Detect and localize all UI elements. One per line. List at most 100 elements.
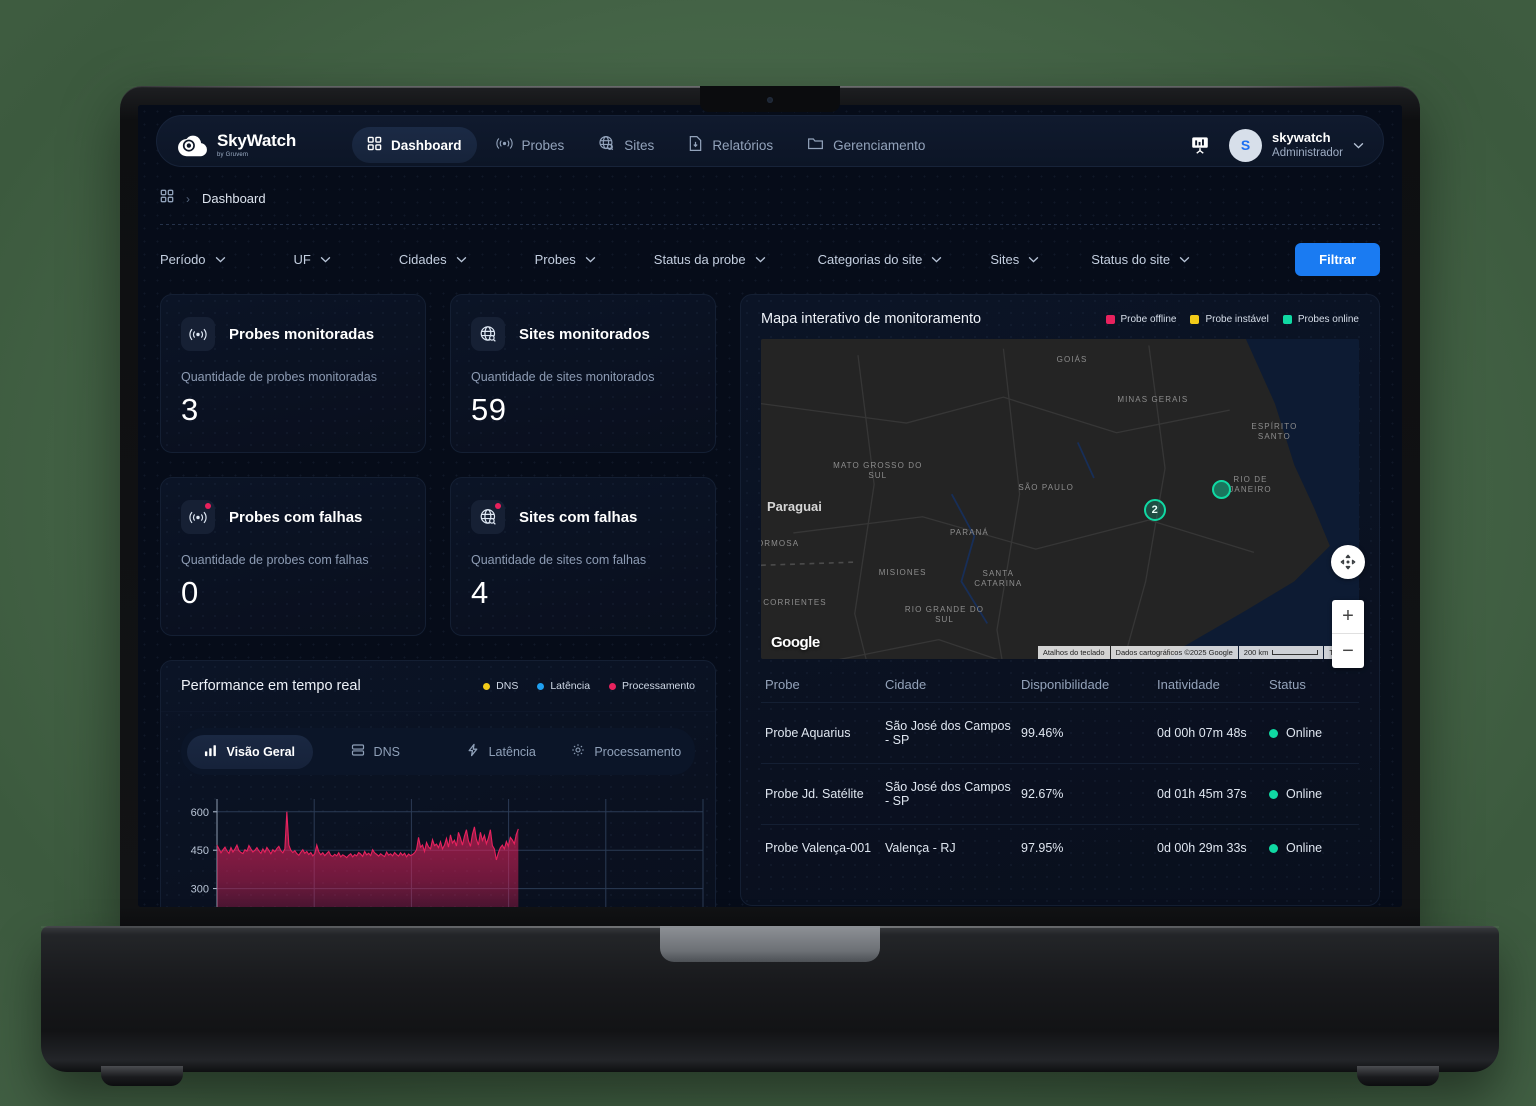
interactive-map[interactable]: GOIÁS MINAS GERAIS ESPÍRITO SANTO MATO G… xyxy=(761,339,1359,659)
cell-status: Online xyxy=(1286,726,1323,740)
filter-cidades[interactable]: Cidades xyxy=(399,252,467,267)
chevron-down-icon xyxy=(320,256,331,263)
folder-icon xyxy=(807,136,824,154)
grid-icon xyxy=(367,136,382,154)
legend-label: Probes online xyxy=(1297,313,1359,325)
kpi-card-sites-com-falhas[interactable]: Sites com falhas Quantidade de sites com… xyxy=(450,477,716,636)
tab-latencia[interactable]: Latência xyxy=(438,734,564,769)
tab-visao-geral[interactable]: Visão Geral xyxy=(187,734,313,769)
kpi-subtitle: Quantidade de probes com falhas xyxy=(181,553,369,567)
tab-processamento[interactable]: Processamento xyxy=(564,734,690,769)
brand-logo[interactable]: SkyWatch by Gruvem xyxy=(178,132,326,158)
chevron-down-icon xyxy=(755,256,765,263)
filter-uf[interactable]: UF xyxy=(294,252,331,267)
breadcrumb-label[interactable]: Dashboard xyxy=(202,191,266,206)
kpi-card-probes-com-falhas[interactable]: Probes com falhas Quantidade de probes c… xyxy=(160,477,426,636)
cell-cidade: São José dos Campos - SP xyxy=(885,719,1011,747)
kpi-value: 59 xyxy=(471,392,507,427)
filter-label: Sites xyxy=(990,252,1020,267)
user-menu[interactable]: S skywatch Administrador xyxy=(1229,128,1364,162)
nav-item-sites[interactable]: Sites xyxy=(583,126,669,164)
kpi-card-sites-monitorados[interactable]: Sites monitorados Quantidade de sites mo… xyxy=(450,294,716,453)
tab-label: Visão Geral xyxy=(226,744,296,759)
filter-label: Categorias do site xyxy=(817,252,923,267)
map-recenter-control[interactable] xyxy=(1331,545,1365,579)
filter-status-do-site[interactable]: Status do site xyxy=(1091,252,1190,267)
filter-sites[interactable]: Sites xyxy=(990,252,1039,267)
nav-label-relatorios: Relatórios xyxy=(712,137,774,153)
laptop-base xyxy=(41,926,1499,1086)
header-divider xyxy=(160,224,1380,225)
filter-label: Probes xyxy=(534,252,576,267)
table-row[interactable]: Probe Jd. Satélite São José dos Campos -… xyxy=(761,763,1359,824)
filter-probes[interactable]: Probes xyxy=(535,252,596,267)
zoom-in-button[interactable]: + xyxy=(1332,600,1364,634)
map-keyboard-shortcuts[interactable]: Atalhos do teclado xyxy=(1037,646,1110,659)
left-column: Probes monitoradas Quantidade de probes … xyxy=(160,294,716,907)
filter-status-da-probe[interactable]: Status da probe xyxy=(654,252,766,267)
cell-disponibilidade: 92.67% xyxy=(1021,787,1064,801)
table-row[interactable]: Probe Aquarius São José dos Campos - SP … xyxy=(761,702,1359,763)
kpi-subtitle: Quantidade de probes monitoradas xyxy=(181,370,377,384)
column-header-cidade: Cidade xyxy=(885,677,927,692)
kpi-subtitle: Quantidade de sites monitorados xyxy=(471,370,655,384)
file-download-icon xyxy=(688,135,703,155)
nav-item-dashboard[interactable]: Dashboard xyxy=(352,127,477,163)
brand-name: SkyWatch xyxy=(217,131,297,150)
map-legend-probes-online: Probes online xyxy=(1282,313,1359,325)
map-label-santa-catarina: SANTA CATARINA xyxy=(974,569,1023,589)
filter-categorias-do-site[interactable]: Categorias do site xyxy=(818,252,943,267)
nav-item-gerenciamento[interactable]: Gerenciamento xyxy=(792,127,940,163)
top-navigation: SkyWatch by Gruvem Da xyxy=(138,105,1402,175)
map-label-misiones: MISIONES xyxy=(878,567,927,577)
nav-label-probes: Probes xyxy=(521,137,565,153)
signal-icon xyxy=(181,500,215,534)
grid-icon[interactable] xyxy=(160,189,174,208)
map-legend: Probe offline Probe instável Probes onli… xyxy=(1105,313,1359,325)
signal-icon xyxy=(495,136,513,154)
zoom-out-button[interactable]: − xyxy=(1342,639,1354,662)
map-zoom-controls[interactable]: + − xyxy=(1332,600,1364,668)
tab-dns[interactable]: DNS xyxy=(313,734,439,769)
nav-item-probes[interactable]: Probes xyxy=(481,127,580,163)
webcam-icon xyxy=(767,97,773,103)
right-column: Mapa interativo de monitoramento Probe o… xyxy=(740,294,1380,907)
app-root: SkyWatch by Gruvem Da xyxy=(138,105,1402,907)
filter-label: Status do site xyxy=(1091,252,1171,267)
kpi-title: Sites monitorados xyxy=(519,325,650,343)
map-marker-probe-online[interactable] xyxy=(1212,479,1232,499)
nav-item-relatorios[interactable]: Relatórios xyxy=(673,126,788,164)
laptop-screen: SkyWatch by Gruvem Da xyxy=(138,105,1402,907)
map-label-ormosa: ORMOSA xyxy=(761,539,800,548)
kpi-value: 4 xyxy=(471,575,489,610)
webcam-notch xyxy=(700,86,840,112)
probes-table: Probe Cidade Disponibilidade Inatividade… xyxy=(741,659,1379,871)
map-label-parana: PARANÁ xyxy=(949,527,989,537)
filtrar-button[interactable]: Filtrar xyxy=(1295,243,1380,276)
status-dot-icon xyxy=(1269,843,1278,853)
nav-label-gerenciamento: Gerenciamento xyxy=(833,137,926,153)
filter-label: Cidades xyxy=(398,252,447,267)
chevron-down-icon xyxy=(1028,256,1039,263)
skywatch-cloud-eye-icon xyxy=(178,132,208,158)
map-label-espirito-santo: ESPÍRITO SANTO xyxy=(1251,422,1298,442)
tab-label: DNS xyxy=(373,744,400,759)
performance-legend: DNS Latência Processamento xyxy=(483,680,695,692)
map-marker-cluster[interactable]: 2 xyxy=(1143,499,1166,521)
kpi-card-probes-monitoradas[interactable]: Probes monitoradas Quantidade de probes … xyxy=(160,294,426,453)
recenter-icon[interactable] xyxy=(1331,545,1365,579)
chevron-down-icon xyxy=(1353,136,1364,154)
svg-text:600: 600 xyxy=(191,807,209,819)
laptop-foot-left xyxy=(101,1066,183,1086)
breadcrumb: › Dashboard xyxy=(138,175,1402,208)
kpi-value: 3 xyxy=(181,392,199,427)
column-header-status: Status xyxy=(1269,677,1306,692)
bolt-icon xyxy=(466,743,480,760)
legend-label: Latência xyxy=(550,680,591,692)
presentation-chart-icon[interactable] xyxy=(1189,134,1211,156)
kpi-title: Probes com falhas xyxy=(229,508,363,526)
cell-probe: Probe Aquarius xyxy=(765,726,851,740)
legend-label: Probe instável xyxy=(1205,313,1269,325)
filter-periodo[interactable]: Período xyxy=(160,252,226,267)
table-row[interactable]: Probe Valença-001 Valença - RJ 97.95% 0d… xyxy=(761,824,1359,871)
